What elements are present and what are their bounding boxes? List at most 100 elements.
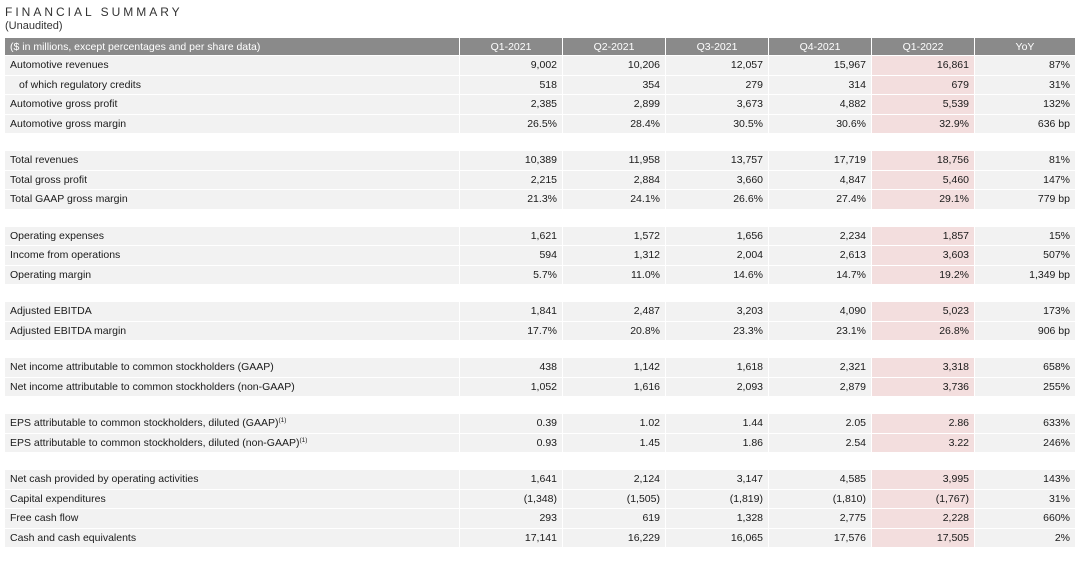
value-cell: 1,616: [563, 376, 666, 396]
footnote-marker: (1): [299, 436, 308, 444]
spacer-cell: [563, 396, 666, 413]
value-cell: 17,505: [872, 527, 975, 547]
spacer-cell: [460, 340, 563, 357]
value-cell: 4,585: [769, 469, 872, 489]
table-row: Adjusted EBITDA 1,841 2,487 3,203 4,090 5,023…: [5, 301, 1076, 321]
row-label: of which regulatory credits: [5, 74, 460, 94]
table-row: EPS attributable to common stockholders,…: [5, 413, 1076, 433]
value-cell: 3,318: [872, 357, 975, 377]
value-cell: 4,090: [769, 301, 872, 321]
spacer-cell: [563, 133, 666, 150]
value-cell: 438: [460, 357, 563, 377]
spacer-cell: [975, 452, 1076, 469]
value-cell: 24.1%: [563, 189, 666, 209]
value-cell: 27.4%: [769, 189, 872, 209]
yoy-cell: 173%: [975, 301, 1076, 321]
row-label: Total revenues: [5, 150, 460, 170]
value-cell: 26.6%: [666, 189, 769, 209]
value-cell: 3,995: [872, 469, 975, 489]
group-spacer: [5, 208, 1076, 226]
table-row: Net cash provided by operating activitie…: [5, 469, 1076, 489]
spacer-cell: [769, 284, 872, 301]
spacer-cell: [460, 452, 563, 469]
value-cell: 19.2%: [872, 264, 975, 284]
value-cell: 26.5%: [460, 113, 563, 133]
row-label-text: Total revenues: [10, 154, 79, 167]
spacer-cell: [563, 340, 666, 357]
row-label: Cash and cash equivalents: [5, 527, 460, 547]
spacer-cell: [563, 284, 666, 301]
page-title: FINANCIAL SUMMARY: [5, 5, 183, 19]
yoy-cell: 906 bp: [975, 320, 1076, 340]
value-cell: 594: [460, 245, 563, 265]
value-cell: 3.22: [872, 432, 975, 452]
yoy-cell: 779 bp: [975, 189, 1076, 209]
row-label-text: EPS attributable to common stockholders,…: [10, 436, 300, 449]
spacer-cell: [5, 208, 460, 226]
table-row: Automotive gross margin 26.5% 28.4% 30.5% 30…: [5, 113, 1076, 133]
table-row: Adjusted EBITDA margin 17.7% 20.8% 23.3% 23.…: [5, 320, 1076, 340]
value-cell: 3,736: [872, 376, 975, 396]
value-cell: 2,613: [769, 245, 872, 265]
spacer-cell: [975, 340, 1076, 357]
spacer-cell: [460, 396, 563, 413]
spacer-cell: [5, 284, 460, 301]
value-cell: 619: [563, 508, 666, 528]
value-cell: 679: [872, 74, 975, 94]
table-body: Automotive revenues 9,002 10,206 12,057 15,9…: [5, 55, 1076, 547]
value-cell: 17,576: [769, 527, 872, 547]
table-row: Total gross profit 2,215 2,884 3,660 4,847 5,…: [5, 169, 1076, 189]
value-cell: 1,618: [666, 357, 769, 377]
row-label-text: of which regulatory credits: [19, 78, 141, 91]
row-label: Total gross profit: [5, 169, 460, 189]
table-row: Total revenues 10,389 11,958 13,757 17,719 18…: [5, 150, 1076, 170]
header-q2-2021: Q2-2021: [563, 38, 666, 55]
table-row: Capital expenditures (1,348) (1,505) (1,819…: [5, 488, 1076, 508]
spacer-cell: [666, 340, 769, 357]
value-cell: 2,775: [769, 508, 872, 528]
value-cell: 2,899: [563, 94, 666, 114]
row-label-text: Operating margin: [10, 268, 92, 281]
value-cell: 1,641: [460, 469, 563, 489]
row-label-text: Adjusted EBITDA: [10, 305, 92, 318]
spacer-cell: [460, 133, 563, 150]
footnote-marker: (1): [278, 417, 287, 425]
row-label-text: Capital expenditures: [10, 492, 106, 505]
spacer-cell: [666, 133, 769, 150]
row-label: Adjusted EBITDA margin: [5, 320, 460, 340]
spacer-cell: [5, 133, 460, 150]
table-row: Operating margin 5.7% 11.0% 14.6% 14.7% 19.2%…: [5, 264, 1076, 284]
value-cell: 17,141: [460, 527, 563, 547]
yoy-cell: 658%: [975, 357, 1076, 377]
row-label: Net income attributable to common stockh…: [5, 357, 460, 377]
value-cell: 1.45: [563, 432, 666, 452]
table-row: Operating expenses 1,621 1,572 1,656 2,234 1,…: [5, 225, 1076, 245]
value-cell: 3,203: [666, 301, 769, 321]
spacer-cell: [5, 340, 460, 357]
value-cell: 3,660: [666, 169, 769, 189]
row-label: Total GAAP gross margin: [5, 189, 460, 209]
value-cell: 2,093: [666, 376, 769, 396]
value-cell: (1,819): [666, 488, 769, 508]
value-cell: 2,321: [769, 357, 872, 377]
value-cell: 1,572: [563, 225, 666, 245]
value-cell: 16,065: [666, 527, 769, 547]
row-label: Capital expenditures: [5, 488, 460, 508]
value-cell: 1,857: [872, 225, 975, 245]
yoy-cell: 81%: [975, 150, 1076, 170]
row-label-text: Automotive revenues: [10, 59, 109, 72]
table-row: Net income attributable to common stockh…: [5, 376, 1076, 396]
row-label-text: Free cash flow: [10, 512, 79, 525]
row-label-text: Total GAAP gross margin: [10, 193, 128, 206]
row-label-text: Cash and cash equivalents: [10, 531, 137, 544]
value-cell: 293: [460, 508, 563, 528]
value-cell: 18,756: [872, 150, 975, 170]
group-spacer: [5, 340, 1076, 357]
value-cell: 9,002: [460, 55, 563, 75]
spacer-cell: [872, 284, 975, 301]
yoy-cell: 31%: [975, 488, 1076, 508]
value-cell: 0.39: [460, 413, 563, 433]
value-cell: 5.7%: [460, 264, 563, 284]
table-row: Automotive revenues 9,002 10,206 12,057 15,9…: [5, 55, 1076, 75]
value-cell: 30.5%: [666, 113, 769, 133]
